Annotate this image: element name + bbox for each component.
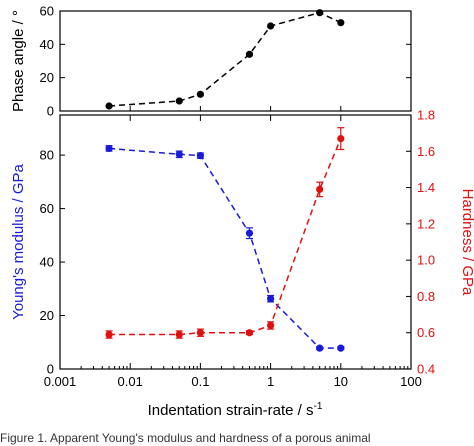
phase-angle-point <box>267 22 275 30</box>
hardness-y-tick-label: 1.6 <box>417 144 435 159</box>
hardness-line <box>109 138 342 336</box>
strain-rate-x-ticks: 0.001 0.01 0.1 1 10 100 <box>44 115 422 389</box>
main-plot-frame <box>59 114 412 370</box>
modulus-point <box>105 144 113 153</box>
modulus-y-tick-label: 40 <box>40 255 54 270</box>
x-tick-label: 0.001 <box>44 374 77 389</box>
x-tick-label: 100 <box>400 374 422 389</box>
modulus-point <box>175 150 183 158</box>
modulus-point <box>267 295 275 303</box>
phase-y-tick-label: 20 <box>40 70 54 85</box>
modulus-y-axis-label: Young's modulus / GPa <box>10 163 27 319</box>
hardness-point <box>245 329 254 337</box>
hardness-y-tick-label: 1.8 <box>417 108 435 123</box>
phase-y-axis-label: Phase angle / ° <box>10 10 27 112</box>
modulus-y-tick-label: 0 <box>47 362 54 377</box>
x-axis-label: Indentation strain-rate / s-1 <box>148 401 323 419</box>
phase-angle-point <box>337 19 345 27</box>
modulus-y-ticks: 0 20 40 60 80 <box>40 148 65 377</box>
hardness-point <box>175 330 183 339</box>
modulus-point <box>245 229 254 237</box>
phase-plot-frame <box>59 10 412 112</box>
hardness-y-ticks: 0.4 0.6 0.8 1.0 1.2 1.4 1.6 1.8 <box>406 108 435 377</box>
phase-angle-point <box>196 90 204 98</box>
x-tick-label: 0.1 <box>191 374 209 389</box>
phase-y-tick-label: 0 <box>47 104 54 119</box>
phase-angle-point <box>105 102 113 110</box>
figure-caption: Figure 1. Apparent Young's modulus and h… <box>0 431 371 445</box>
hardness-y-tick-label: 0.4 <box>417 362 435 377</box>
x-tick-label: 10 <box>334 374 348 389</box>
hardness-point <box>105 330 113 339</box>
hardness-y-tick-label: 0.8 <box>417 289 435 304</box>
x-axis-label-superscript: -1 <box>314 401 323 412</box>
phase-y-tick-label: 60 <box>40 4 54 19</box>
phase-angle-point <box>175 97 183 105</box>
modulus-y-tick-label: 20 <box>40 308 54 323</box>
modulus-hardness-series <box>105 127 345 352</box>
phase-x-ticks <box>59 106 412 111</box>
hardness-point <box>196 329 204 337</box>
hardness-point <box>267 321 275 330</box>
phase-angle-point <box>245 50 254 58</box>
modulus-point <box>316 344 324 352</box>
modulus-point <box>337 344 345 352</box>
phase-y-tick-label: 40 <box>40 37 54 52</box>
hardness-point <box>337 134 345 143</box>
modulus-hardness-panel: 0 20 40 60 80 0.4 0.6 0.8 1.0 1.2 1.4 1.6 1.8 0.001… <box>10 108 474 420</box>
phase-y-ticks: 0 20 40 60 <box>40 4 411 119</box>
phase-angle-point <box>316 9 324 17</box>
x-axis-label-text: Indentation strain-rate / s <box>148 402 314 419</box>
phase-angle-panel: 0 20 40 60 Phase angle / ° <box>10 4 412 119</box>
hardness-y-tick-label: 1.4 <box>417 180 435 195</box>
modulus-y-tick-label: 60 <box>40 201 54 216</box>
hardness-y-axis-label: Hardness / GPa <box>459 189 474 296</box>
hardness-y-tick-label: 1.0 <box>417 253 435 268</box>
phase-series <box>105 9 345 110</box>
modulus-line <box>109 147 341 349</box>
hardness-y-tick-label: 1.2 <box>417 216 435 231</box>
modulus-y-tick-label: 80 <box>40 148 54 163</box>
x-tick-label: 0.01 <box>118 374 143 389</box>
hardness-point <box>316 185 324 193</box>
x-tick-label: 1 <box>267 374 274 389</box>
phase-angle-line <box>109 11 342 107</box>
modulus-point <box>196 152 204 160</box>
hardness-y-tick-label: 0.6 <box>417 325 435 340</box>
